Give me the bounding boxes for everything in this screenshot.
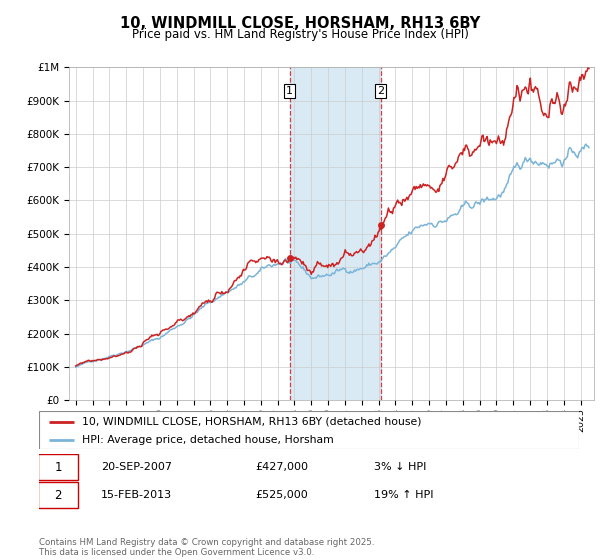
Text: £525,000: £525,000 bbox=[255, 491, 308, 500]
Text: Price paid vs. HM Land Registry's House Price Index (HPI): Price paid vs. HM Land Registry's House … bbox=[131, 28, 469, 41]
Bar bbox=[290, 67, 380, 400]
Text: 10, WINDMILL CLOSE, HORSHAM, RH13 6BY: 10, WINDMILL CLOSE, HORSHAM, RH13 6BY bbox=[120, 16, 480, 31]
Text: Contains HM Land Registry data © Crown copyright and database right 2025.
This d: Contains HM Land Registry data © Crown c… bbox=[39, 538, 374, 557]
Text: 15-FEB-2013: 15-FEB-2013 bbox=[101, 491, 172, 500]
FancyBboxPatch shape bbox=[39, 411, 579, 449]
Text: 19% ↑ HPI: 19% ↑ HPI bbox=[374, 491, 433, 500]
Text: 2: 2 bbox=[55, 489, 62, 502]
Text: 1: 1 bbox=[286, 86, 293, 96]
Text: 10, WINDMILL CLOSE, HORSHAM, RH13 6BY (detached house): 10, WINDMILL CLOSE, HORSHAM, RH13 6BY (d… bbox=[82, 417, 422, 427]
Text: 3% ↓ HPI: 3% ↓ HPI bbox=[374, 462, 426, 472]
Text: 2: 2 bbox=[377, 86, 384, 96]
FancyBboxPatch shape bbox=[38, 482, 79, 508]
Text: HPI: Average price, detached house, Horsham: HPI: Average price, detached house, Hors… bbox=[82, 435, 334, 445]
FancyBboxPatch shape bbox=[38, 454, 79, 480]
Text: £427,000: £427,000 bbox=[255, 462, 308, 472]
Text: 20-SEP-2007: 20-SEP-2007 bbox=[101, 462, 172, 472]
Text: 1: 1 bbox=[55, 461, 62, 474]
